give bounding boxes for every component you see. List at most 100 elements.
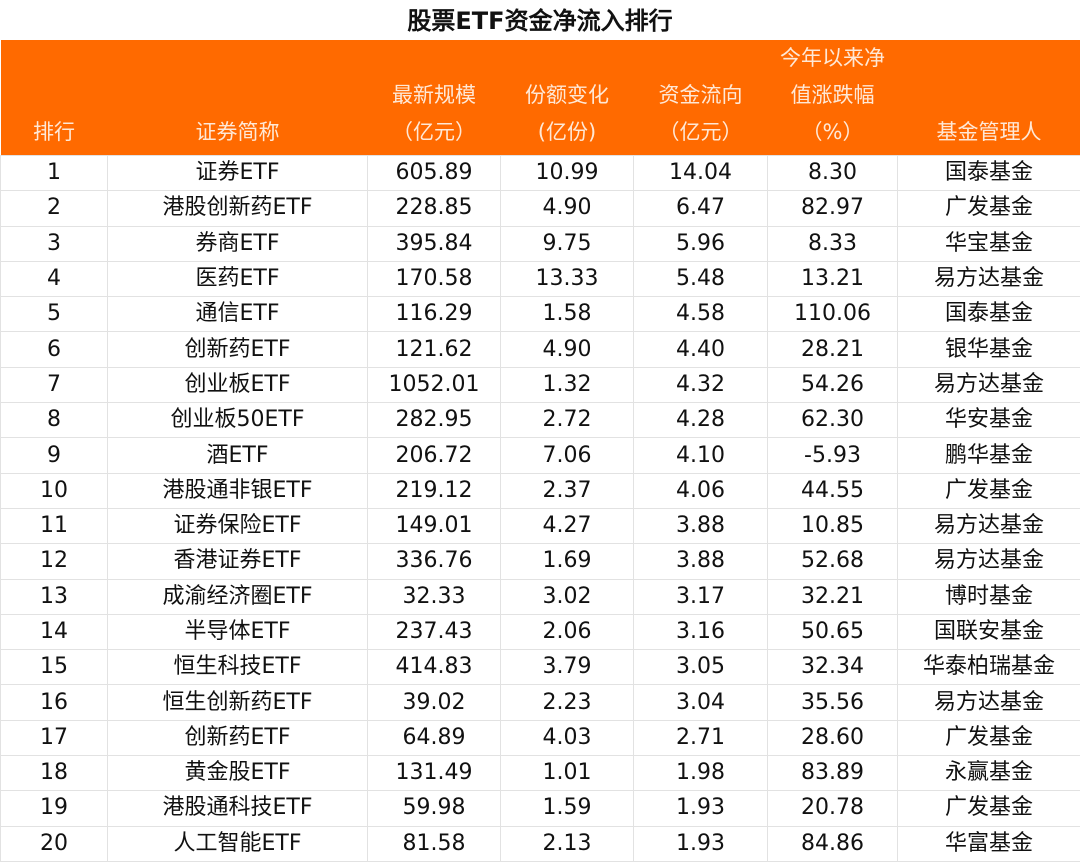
cell-rank: 2 [1,191,108,226]
cell-scale: 170.58 [368,261,501,296]
cell-manager: 易方达基金 [898,508,1080,543]
cell-share-change: 1.69 [501,544,634,579]
cell-rank: 12 [1,544,108,579]
cell-ytd-return: 62.30 [768,403,898,438]
column-header-rank: 排行 [1,40,108,156]
cell-name: 人工智能ETF [108,826,368,861]
cell-rank: 10 [1,473,108,508]
cell-name: 港股通非银ETF [108,473,368,508]
cell-fund-flow: 4.06 [634,473,768,508]
cell-manager: 华泰柏瑞基金 [898,650,1080,685]
cell-share-change: 2.13 [501,826,634,861]
column-header-ytd-return: 今年以来净 值涨跌幅 （%） [768,40,898,156]
cell-ytd-return: 50.65 [768,614,898,649]
cell-manager: 鹏华基金 [898,438,1080,473]
column-header-fund-flow: 资金流向 （亿元） [634,40,768,156]
cell-manager: 国泰基金 [898,156,1080,191]
cell-name: 恒生科技ETF [108,650,368,685]
cell-scale: 149.01 [368,508,501,543]
cell-fund-flow: 5.96 [634,226,768,261]
cell-scale: 237.43 [368,614,501,649]
cell-manager: 易方达基金 [898,685,1080,720]
cell-rank: 3 [1,226,108,261]
cell-manager: 华安基金 [898,403,1080,438]
table-title: 股票ETF资金净流入排行 [0,0,1080,40]
header-row: 排行证券简称最新规模 （亿元）份额变化 (亿份)资金流向 （亿元）今年以来净 值… [1,40,1080,156]
cell-ytd-return: 84.86 [768,826,898,861]
column-header-scale: 最新规模 （亿元） [368,40,501,156]
cell-fund-flow: 4.32 [634,367,768,402]
cell-fund-flow: 6.47 [634,191,768,226]
cell-scale: 131.49 [368,756,501,791]
cell-rank: 5 [1,297,108,332]
cell-name: 医药ETF [108,261,368,296]
cell-ytd-return: 83.89 [768,756,898,791]
cell-scale: 206.72 [368,438,501,473]
cell-manager: 易方达基金 [898,544,1080,579]
cell-manager: 广发基金 [898,720,1080,755]
column-header-name: 证券简称 [108,40,368,156]
cell-scale: 228.85 [368,191,501,226]
cell-manager: 易方达基金 [898,261,1080,296]
cell-share-change: 1.59 [501,791,634,826]
cell-share-change: 2.23 [501,685,634,720]
cell-manager: 国泰基金 [898,297,1080,332]
cell-ytd-return: 54.26 [768,367,898,402]
column-header-share-change: 份额变化 (亿份) [501,40,634,156]
cell-rank: 4 [1,261,108,296]
cell-name: 酒ETF [108,438,368,473]
cell-name: 港股创新药ETF [108,191,368,226]
cell-fund-flow: 3.88 [634,544,768,579]
cell-ytd-return: 35.56 [768,685,898,720]
cell-rank: 11 [1,508,108,543]
cell-fund-flow: 5.48 [634,261,768,296]
cell-name: 创新药ETF [108,720,368,755]
cell-ytd-return: 28.60 [768,720,898,755]
cell-manager: 易方达基金 [898,367,1080,402]
cell-manager: 华宝基金 [898,226,1080,261]
cell-rank: 16 [1,685,108,720]
cell-fund-flow: 3.05 [634,650,768,685]
column-header-manager: 基金管理人 [898,40,1080,156]
cell-share-change: 4.03 [501,720,634,755]
cell-scale: 414.83 [368,650,501,685]
cell-ytd-return: 52.68 [768,544,898,579]
cell-fund-flow: 3.88 [634,508,768,543]
cell-share-change: 2.06 [501,614,634,649]
cell-share-change: 9.75 [501,226,634,261]
cell-share-change: 7.06 [501,438,634,473]
cell-share-change: 10.99 [501,156,634,191]
cell-rank: 7 [1,367,108,402]
cell-scale: 395.84 [368,226,501,261]
cell-scale: 121.62 [368,332,501,367]
cell-ytd-return: 13.21 [768,261,898,296]
cell-scale: 116.29 [368,297,501,332]
cell-name: 港股通科技ETF [108,791,368,826]
cell-rank: 8 [1,403,108,438]
cell-manager: 华富基金 [898,826,1080,861]
cell-name: 成渝经济圈ETF [108,579,368,614]
cell-ytd-return: 8.30 [768,156,898,191]
cell-name: 创业板50ETF [108,403,368,438]
cell-share-change: 2.72 [501,403,634,438]
cell-ytd-return: 10.85 [768,508,898,543]
cell-fund-flow: 3.04 [634,685,768,720]
cell-share-change: 1.58 [501,297,634,332]
cell-manager: 广发基金 [898,791,1080,826]
cell-rank: 18 [1,756,108,791]
cell-rank: 19 [1,791,108,826]
cell-rank: 20 [1,826,108,861]
cell-fund-flow: 1.98 [634,756,768,791]
cell-name: 创新药ETF [108,332,368,367]
cell-share-change: 4.90 [501,191,634,226]
cell-rank: 6 [1,332,108,367]
cell-rank: 14 [1,614,108,649]
cell-ytd-return: 8.33 [768,226,898,261]
